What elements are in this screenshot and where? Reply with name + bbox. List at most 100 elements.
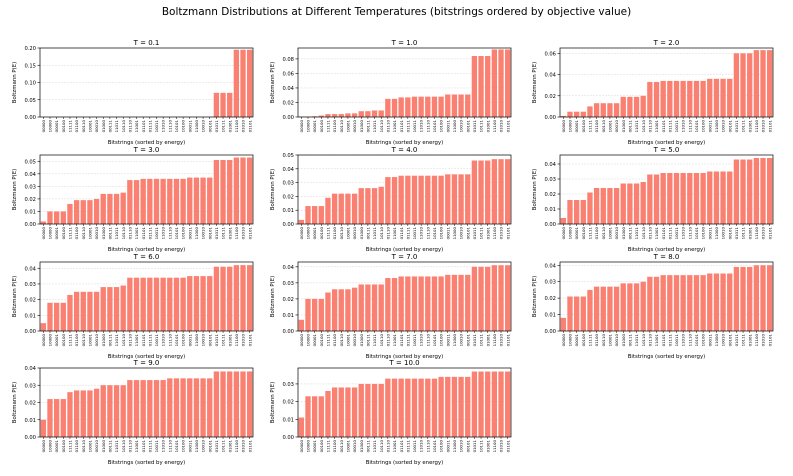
x-tick-label: 11000 (714, 226, 719, 239)
x-tick-label: 00000 (561, 333, 566, 346)
bar (405, 97, 411, 117)
x-tick-label: 11010 (681, 333, 686, 346)
x-tick-label: 10000 (568, 226, 573, 239)
x-tick-label: 01010 (499, 333, 504, 346)
bar (358, 284, 364, 331)
x-tick-label: 11111 (326, 439, 331, 452)
x-tick-label: 10011 (674, 119, 679, 132)
bar (167, 178, 173, 224)
bar (385, 98, 391, 117)
x-tick-label: 10100 (701, 119, 706, 132)
bar (560, 317, 566, 331)
bar (378, 110, 384, 117)
x-tick-label: 01001 (485, 439, 490, 452)
x-tick-label: 10011 (154, 119, 159, 132)
bar (491, 371, 498, 437)
bar (200, 276, 206, 331)
bar (160, 178, 166, 224)
x-tick-label: 11110 (687, 333, 692, 346)
bar (220, 160, 226, 224)
bar (580, 296, 586, 331)
x-tick-label: 11011 (114, 119, 119, 132)
bar (167, 277, 173, 331)
bar (200, 177, 206, 224)
bar (220, 92, 226, 117)
x-tick-label: 11001 (392, 439, 397, 452)
bar (753, 265, 760, 331)
x-tick-label: 10101 (174, 226, 179, 239)
bar (647, 174, 653, 224)
x-tick-label: 01100 (594, 226, 599, 239)
bar (140, 178, 146, 224)
bar (207, 378, 213, 437)
x-tick-label: 00100 (61, 333, 66, 346)
x-tick-label: 01100 (332, 226, 337, 239)
bar (338, 114, 344, 117)
x-tick-label: 01110 (385, 226, 390, 239)
x-tick-label: 00110 (601, 333, 606, 346)
bar (153, 380, 160, 437)
bar (405, 175, 411, 224)
x-tick-label: 01111 (147, 439, 152, 452)
y-tick-label: 0.03 (282, 181, 294, 187)
y-tick-label: 0.03 (24, 383, 36, 389)
bar (720, 273, 726, 331)
x-axis-label: Bitstrings (sorted by energy) (366, 247, 444, 253)
x-tick-label: 00100 (581, 333, 586, 346)
x-tick-label: 01011 (214, 333, 219, 346)
bar (87, 291, 93, 331)
bar (153, 277, 160, 331)
x-tick-label: 10100 (181, 226, 186, 239)
bar (311, 298, 318, 331)
bar (567, 111, 573, 117)
x-tick-label: 11100 (492, 333, 497, 346)
x-tick-label: 01010 (499, 119, 504, 132)
bar (371, 284, 378, 331)
x-tick-label: 01101 (399, 439, 404, 452)
x-tick-label: 00111 (365, 333, 370, 346)
x-tick-label: 00111 (365, 119, 370, 132)
x-tick-label: 00111 (627, 333, 632, 346)
bar (767, 265, 773, 331)
bar (451, 174, 458, 224)
bar-chart-panel: 0.00 0.05 0.10 0.15 0.20 00000 10000 00001 00100… (12, 39, 254, 146)
bar (305, 206, 311, 224)
y-tick-label: 0.04 (282, 167, 294, 173)
x-tick-label: 10101 (694, 226, 699, 239)
bar (411, 378, 418, 437)
y-tick-label: 0.02 (282, 194, 294, 200)
bar (351, 287, 358, 331)
x-tick-label: 10111 (221, 333, 226, 346)
bar (693, 80, 700, 117)
x-tick-label: 11010 (161, 226, 166, 239)
x-tick-label: 10110 (121, 119, 126, 132)
bar (620, 283, 626, 331)
x-tick-label: 00000 (299, 119, 304, 132)
x-tick-label: 01011 (734, 333, 739, 346)
x-tick-label: 10101 (174, 333, 179, 346)
x-tick-label: 00101 (465, 333, 470, 346)
x-tick-label: 00110 (339, 119, 344, 132)
bar (747, 266, 753, 331)
x-tick-label: 01101 (505, 119, 510, 132)
bar (385, 278, 391, 331)
x-tick-label: 00000 (561, 226, 566, 239)
bar (378, 383, 384, 437)
bar (227, 160, 233, 224)
x-tick-label: 10100 (439, 119, 444, 132)
bar (140, 380, 146, 437)
x-tick-label: 11001 (134, 333, 139, 346)
bar (67, 294, 73, 331)
bar (680, 275, 686, 331)
x-tick-label: 01100 (74, 333, 79, 346)
x-tick-label: 10011 (412, 439, 417, 452)
x-tick-label: 00011 (187, 119, 192, 132)
bar (127, 180, 133, 224)
bar (80, 390, 86, 437)
x-tick-label: 00110 (81, 226, 86, 239)
x-tick-label: 00011 (445, 333, 450, 346)
y-tick-label: 0.00 (24, 329, 36, 335)
x-tick-label: 11000 (194, 333, 199, 346)
bar (465, 174, 471, 224)
bar (567, 296, 573, 331)
